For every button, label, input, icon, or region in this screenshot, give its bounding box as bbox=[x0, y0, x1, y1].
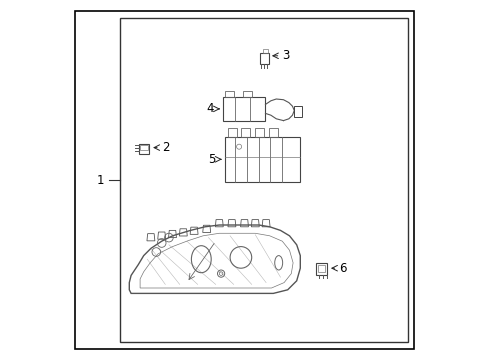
Bar bbox=[263, 49, 267, 53]
Bar bbox=[259, 53, 268, 64]
Text: 1: 1 bbox=[97, 174, 104, 186]
Bar bbox=[120, 18, 407, 342]
Bar bbox=[294, 106, 302, 117]
Text: 4: 4 bbox=[206, 102, 213, 116]
Bar bbox=[140, 145, 148, 150]
Text: 5: 5 bbox=[208, 153, 215, 166]
Bar bbox=[268, 128, 277, 137]
Bar bbox=[317, 265, 325, 272]
Text: 3: 3 bbox=[282, 49, 289, 62]
Bar bbox=[139, 144, 149, 154]
Bar bbox=[254, 128, 264, 137]
Bar bbox=[224, 91, 233, 97]
Bar bbox=[227, 128, 236, 137]
Bar bbox=[223, 97, 265, 121]
Text: 2: 2 bbox=[162, 141, 169, 154]
Text: 6: 6 bbox=[338, 262, 346, 275]
Bar bbox=[224, 137, 300, 182]
Bar bbox=[241, 128, 250, 137]
Bar bbox=[242, 91, 251, 97]
Bar bbox=[315, 263, 326, 275]
